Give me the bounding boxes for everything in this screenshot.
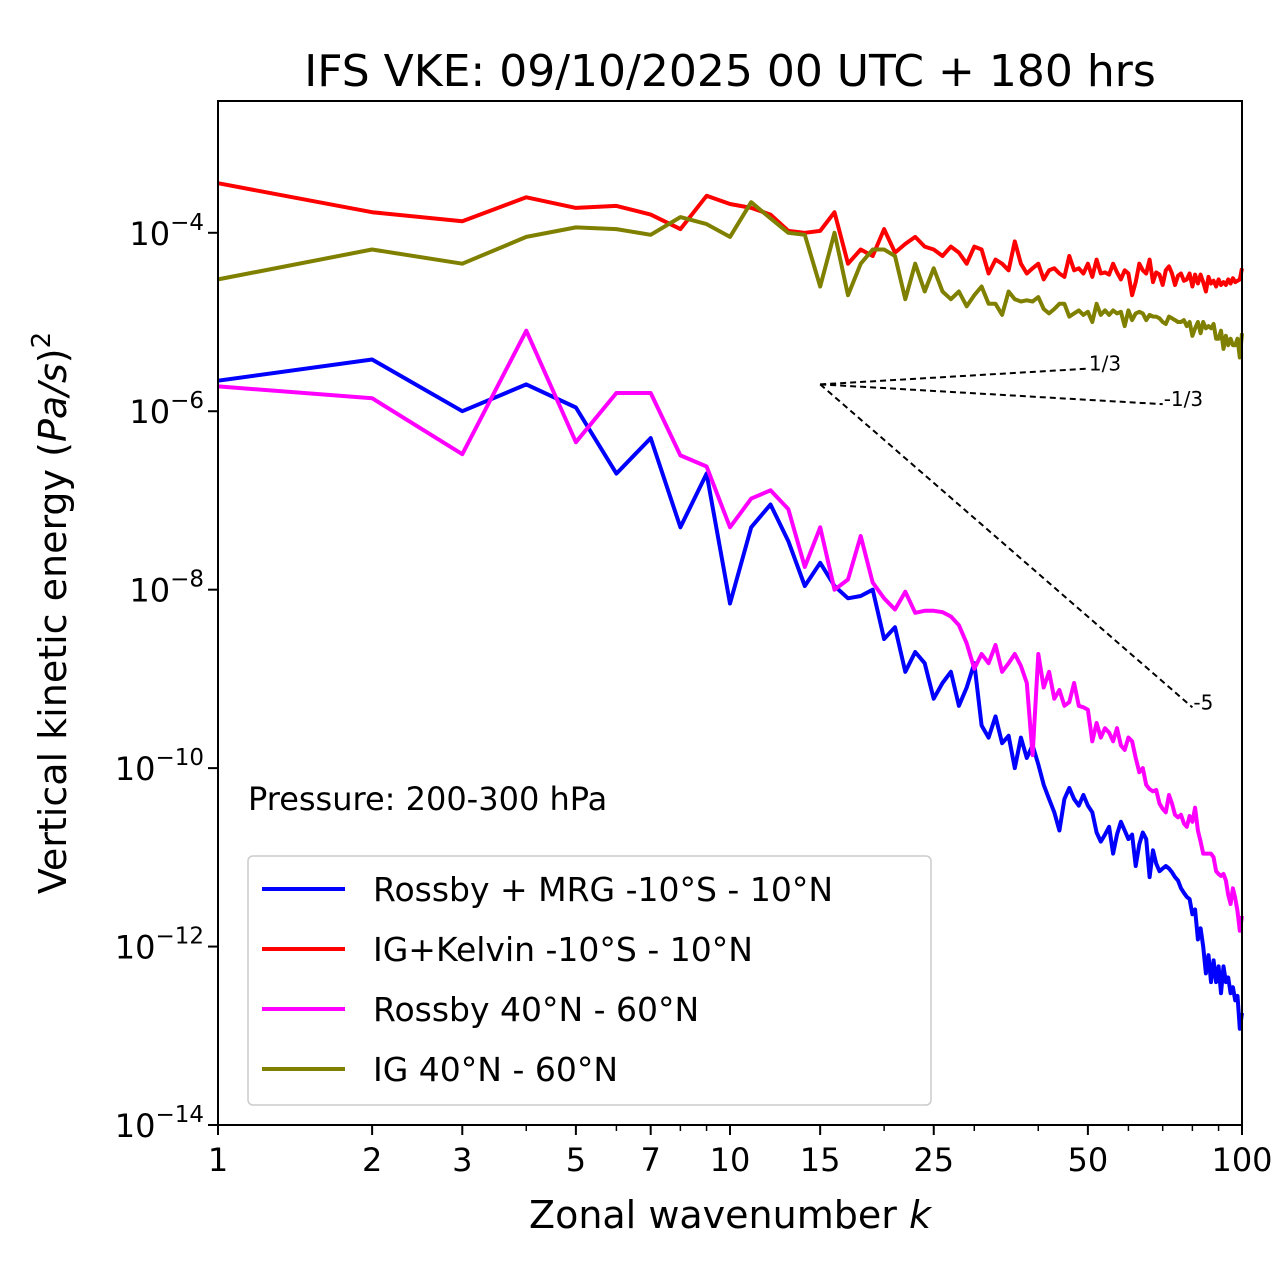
slope-line-1-3 bbox=[820, 367, 1088, 386]
x-tick-label: 2 bbox=[362, 1141, 382, 1179]
y-tick-base: 10 bbox=[129, 215, 170, 253]
x-axis-label-var: k bbox=[909, 1193, 933, 1237]
y-axis-label-close: ) bbox=[31, 348, 75, 363]
y-tick-exponent: −14 bbox=[155, 1102, 204, 1128]
x-tick-label: 3 bbox=[452, 1141, 472, 1179]
y-tick-base: 10 bbox=[115, 929, 156, 967]
y-axis-label-sup: 2 bbox=[27, 332, 57, 349]
x-axis-label-text: Zonal wavenumber bbox=[529, 1193, 909, 1237]
y-tick-label: 10−8 bbox=[129, 567, 204, 610]
y-tick-label: 10−10 bbox=[115, 745, 204, 788]
y-tick-base: 10 bbox=[129, 572, 170, 610]
reference-slopes: 1/3 -1/3 -5 bbox=[819, 352, 1213, 714]
y-tick-exponent: −8 bbox=[170, 567, 204, 593]
chart-title: IFS VKE: 09/10/2025 00 UTC + 180 hrs bbox=[304, 46, 1156, 97]
slope-line-5 bbox=[819, 383, 1194, 709]
legend-box bbox=[247, 855, 932, 1106]
x-tick-label: 1 bbox=[208, 1141, 228, 1179]
axis-ticks: 1 2 3 5 7 10 15 25 50 10010−410−610−810−1010−1210… bbox=[115, 210, 1273, 1179]
x-tick-label: 5 bbox=[566, 1141, 586, 1179]
x-axis-label: Zonal wavenumber k bbox=[529, 1193, 933, 1237]
y-tick-base: 10 bbox=[129, 393, 170, 431]
y-tick-label: 10−12 bbox=[115, 924, 204, 967]
y-tick-label: 10−14 bbox=[115, 1102, 204, 1145]
y-axis-label: Vertical kinetic energy (Pa/s)2 bbox=[27, 332, 75, 894]
y-tick-exponent: −6 bbox=[170, 388, 204, 414]
slope-label-1-3: 1/3 bbox=[1089, 352, 1121, 376]
legend-label-ig-40-n-60-n: IG 40°N - 60°N bbox=[373, 1050, 618, 1089]
y-axis-label-text: Vertical kinetic energy ( bbox=[31, 442, 75, 894]
series-line-ig-40-n-60-n bbox=[217, 200, 1244, 360]
y-tick-exponent: −10 bbox=[155, 745, 204, 771]
y-tick-base: 10 bbox=[115, 1107, 156, 1145]
series-line-rossby-40-n-60-n bbox=[217, 328, 1244, 933]
y-tick-label: 10−6 bbox=[129, 388, 204, 431]
x-tick-label: 15 bbox=[800, 1141, 841, 1179]
legend: Rossby + MRG -10°S - 10°N IG+Kelvin -10°S… bbox=[247, 855, 932, 1106]
x-tick-label: 100 bbox=[1211, 1141, 1272, 1179]
y-tick-label: 10−4 bbox=[129, 210, 204, 253]
slope-line-1-3 bbox=[820, 383, 1163, 406]
y-tick-exponent: −12 bbox=[155, 924, 204, 950]
y-tick-exponent: −4 bbox=[170, 210, 204, 236]
slope-label-5: -5 bbox=[1193, 690, 1213, 714]
slope-label-1-3: -1/3 bbox=[1164, 387, 1203, 411]
pressure-annotation: Pressure: 200-300 hPa bbox=[248, 780, 607, 818]
legend-label-rossby-mrg-10-s-10-n: Rossby + MRG -10°S - 10°N bbox=[373, 870, 833, 909]
legend-label-ig-kelvin-10-s-10-n: IG+Kelvin -10°S - 10°N bbox=[373, 930, 753, 969]
series-line-rossby-mrg-10-s-10-n bbox=[217, 357, 1244, 1031]
series-line-ig-kelvin-10-s-10-n bbox=[217, 181, 1244, 298]
x-tick-label: 7 bbox=[641, 1141, 661, 1179]
y-axis-label-var: Pa/s bbox=[31, 363, 75, 442]
x-tick-label: 50 bbox=[1068, 1141, 1109, 1179]
y-tick-base: 10 bbox=[115, 750, 156, 788]
x-tick-label: 25 bbox=[913, 1141, 954, 1179]
legend-label-rossby-40-n-60-n: Rossby 40°N - 60°N bbox=[373, 990, 699, 1029]
x-tick-label: 10 bbox=[710, 1141, 751, 1179]
series-layer bbox=[217, 181, 1244, 1031]
plot-area: 1/3-1/3-5 1 2 3 5 7 10 15 25 50 10010−410−610−810… bbox=[115, 100, 1273, 1179]
